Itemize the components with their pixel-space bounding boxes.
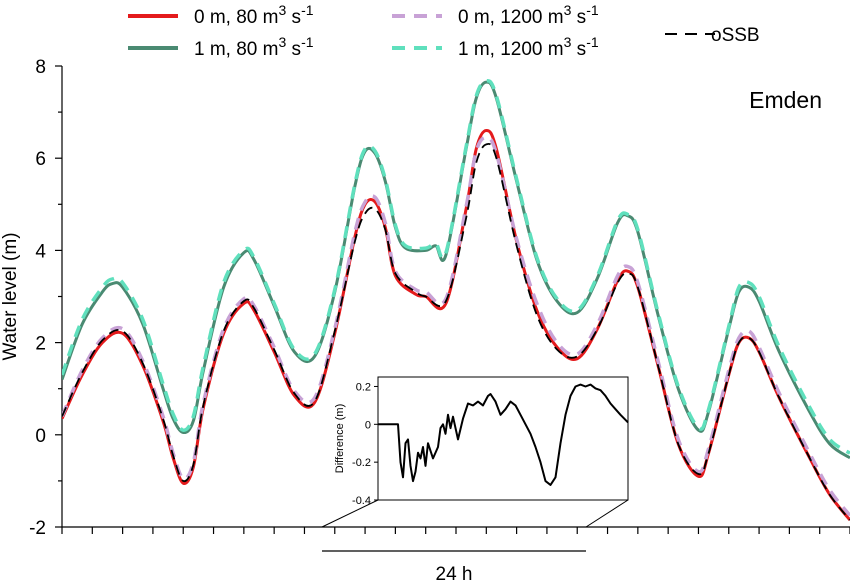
y-tick-label: 2 [35, 334, 46, 355]
legend-label-1: 0 m, 80 m3 s-1 [194, 2, 314, 28]
legend-label-5: oSSB [711, 25, 760, 46]
inset-difference-line [378, 383, 629, 486]
y-tick-label: 6 [35, 149, 46, 170]
series-line-4 [62, 78, 850, 455]
series-group [62, 78, 850, 522]
main-axes: -2 0 2 4 6 8 Water level (m) [0, 57, 850, 539]
inset-y-tick-label: 0 [365, 419, 371, 431]
inset-frame [377, 376, 629, 501]
series-line-3 [62, 135, 850, 517]
y-tick-label: -2 [29, 518, 46, 539]
y-axis-label: Water level (m) [0, 232, 21, 360]
station-label: Emden [749, 87, 822, 113]
inset-y-tick-label: 0.2 [356, 381, 371, 393]
legend-label-3: 0 m, 1200 m3 s-1 [458, 2, 599, 28]
legend: 0 m, 80 m3 s-1 1 m, 80 m3 s-1 0 m, 1200 m3… [128, 2, 760, 60]
y-tick-label: 4 [35, 241, 46, 262]
inset-y-tick-label: -0.2 [352, 457, 371, 469]
difference-inset: -0.4 -0.2 0 0.2 Difference (m) [321, 376, 629, 528]
inset-y-tick-label: -0.4 [352, 495, 371, 507]
inset-connector-left [321, 499, 379, 528]
time-scale-bar: 24 h [322, 550, 586, 582]
y-tick-label: 0 [35, 426, 46, 447]
legend-label-2: 1 m, 80 m3 s-1 [194, 34, 314, 60]
inset-connector-right [585, 499, 629, 528]
inset-y-axis-label: Difference (m) [334, 404, 346, 473]
y-tick-label: 8 [35, 57, 46, 78]
legend-label-4: 1 m, 1200 m3 s-1 [458, 34, 599, 60]
scale-bar-label: 24 h [436, 564, 473, 582]
